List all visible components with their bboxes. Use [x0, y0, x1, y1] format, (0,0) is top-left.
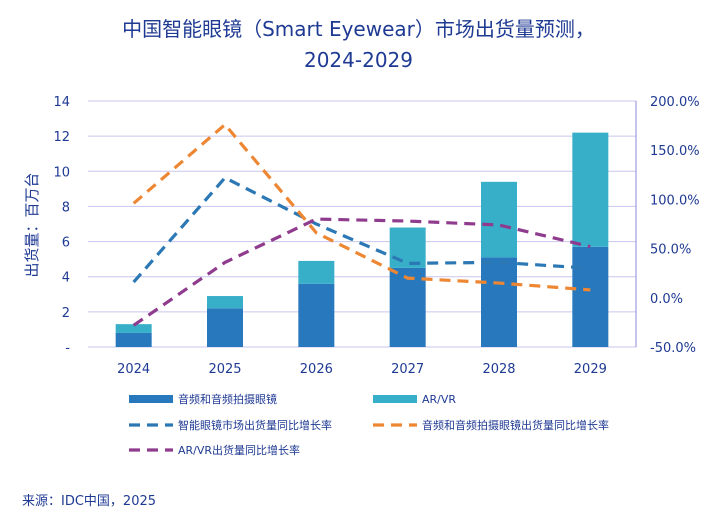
chart-title-line1: 中国智能眼镜（Smart Eyewear）市场出货量预测，	[122, 17, 595, 41]
legend-swatch	[129, 395, 173, 403]
line-arvr-growth	[132, 217, 591, 327]
y-tick-label: 6	[62, 236, 70, 251]
bar-arvr	[207, 296, 243, 309]
bar-audio	[572, 246, 609, 347]
bars	[115, 132, 609, 347]
x-tick-label: 2029	[574, 362, 607, 377]
y2-tick-label: 0.0%	[650, 292, 683, 307]
y-tick-label: -	[65, 341, 70, 356]
y2-tick-label: 100.0%	[650, 193, 700, 208]
chart-title-line2: 2024-2029	[303, 48, 413, 72]
legend-label: 音频和音频拍摄眼镜	[178, 392, 277, 406]
bar-arvr	[572, 132, 609, 247]
legend-swatch	[373, 395, 417, 403]
x-tick-label: 2025	[208, 362, 241, 377]
y-tick-label: 2	[62, 306, 70, 321]
source-note: 来源：IDC中国，2025	[22, 494, 157, 509]
legend-label: 智能眼镜市场出货量同比增长率	[178, 418, 332, 432]
x-tick-label: 2026	[300, 362, 333, 377]
legend-label: AR/VR出货量同比增长率	[178, 443, 300, 457]
line-total-growth	[132, 175, 591, 284]
bar-arvr	[298, 260, 335, 284]
y2-tick-label: 200.0%	[650, 95, 700, 110]
bar-audio	[298, 283, 335, 347]
y-tick-label: 14	[53, 95, 70, 110]
lines	[132, 122, 591, 327]
line-audio-growth	[132, 122, 591, 292]
x-tick-label: 2028	[482, 362, 515, 377]
y-tick-label: 10	[53, 165, 70, 180]
axes: - 2 4 6 8 10 12 14 -50.0% 0.0% 50.0% 100.0% 150.0% 20…	[53, 95, 699, 377]
y-tick-label: 8	[62, 200, 70, 215]
gridlines	[88, 100, 636, 348]
bar-audio	[481, 257, 517, 347]
y2-tick-label: 150.0%	[650, 144, 700, 159]
legend: 音频和音频拍摄眼镜 AR/VR 智能眼镜市场出货量同比增长率 音频和音频拍摄眼镜出货量…	[129, 392, 609, 457]
legend-label: AR/VR	[422, 393, 456, 406]
legend-label: 音频和音频拍摄眼镜出货量同比增长率	[422, 418, 609, 432]
bar-arvr	[115, 324, 152, 333]
bar-audio	[207, 308, 243, 347]
y-axis-label: 出货量：百万台	[23, 172, 41, 277]
y2-tick-label: -50.0%	[650, 341, 696, 356]
chart-title: 中国智能眼镜（Smart Eyewear）市场出货量预测， 2024-2029	[0, 14, 717, 76]
y2-tick-label: 50.0%	[650, 243, 691, 258]
x-tick-label: 2027	[391, 362, 424, 377]
y-tick-label: 12	[53, 130, 70, 145]
y-tick-label: 4	[62, 271, 70, 286]
chart: - 2 4 6 8 10 12 14 -50.0% 0.0% 50.0% 100.0% 150.0% 20…	[23, 95, 700, 457]
x-tick-label: 2024	[117, 362, 150, 377]
bar-arvr	[389, 227, 426, 268]
bar-arvr	[481, 181, 517, 258]
bar-audio	[389, 267, 426, 347]
bar-audio	[115, 332, 152, 347]
